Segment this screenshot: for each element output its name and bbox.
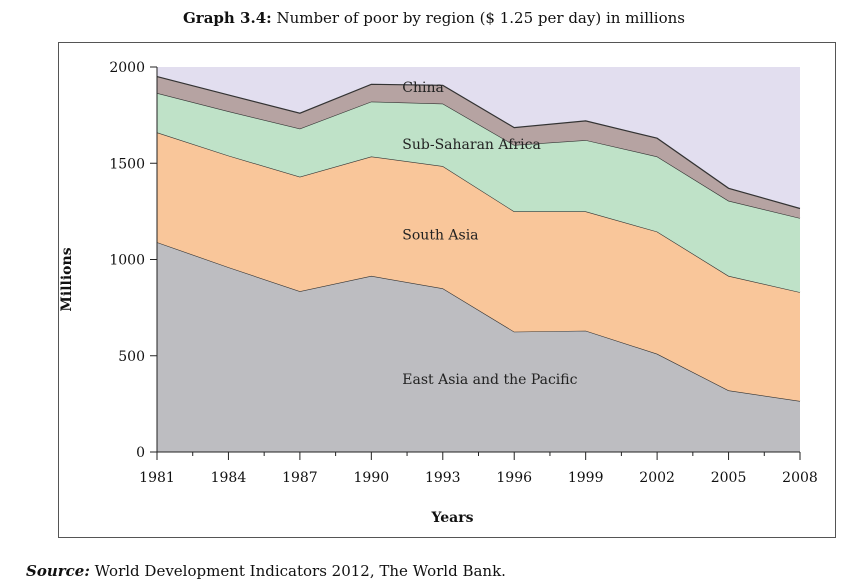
area-china — [157, 76, 800, 219]
source-text: World Development Indicators 2012, The W… — [89, 562, 506, 580]
source-label: Source: — [26, 562, 90, 580]
x-tick-label: 1990 — [354, 470, 390, 486]
area-sub-saharan-africa — [157, 93, 800, 293]
x-tick-label: 2008 — [782, 470, 818, 486]
label-sub-saharan-africa: Sub-Saharan Africa — [402, 137, 541, 153]
y-tick-label: 2000 — [109, 60, 145, 76]
chart-frame — [58, 42, 836, 538]
x-tick-label: 1987 — [282, 470, 318, 486]
x-tick-label: 2002 — [639, 470, 675, 486]
line-china — [156, 76, 801, 210]
y-axis-title: Millions — [59, 247, 75, 311]
area-south-asia — [157, 132, 800, 401]
source-note: Source: World Development Indicators 201… — [26, 562, 506, 580]
area-east-asia-and-the-pacific — [157, 242, 800, 452]
label-china: China — [402, 80, 444, 96]
chart-title-label: Graph 3.4: — [182, 9, 272, 27]
x-tick-label: 1993 — [425, 470, 461, 486]
y-tick-label: 500 — [118, 349, 145, 365]
label-east-asia-and-the-pacific: East Asia and the Pacific — [402, 372, 577, 388]
x-tick-label: 2005 — [711, 470, 747, 486]
chart-title: Graph 3.4: Number of poor by region ($ 1… — [0, 9, 868, 27]
x-tick-label: 1981 — [139, 470, 175, 486]
y-tick-label: 0 — [136, 445, 145, 461]
chart-title-text: Number of poor by region ($ 1.25 per day… — [271, 9, 685, 27]
x-axis-title: Years — [430, 510, 473, 526]
y-tick-label: 1500 — [109, 156, 145, 172]
y-tick-label: 1000 — [109, 253, 145, 269]
label-south-asia: South Asia — [402, 227, 478, 243]
x-tick-label: 1984 — [211, 470, 247, 486]
x-tick-label: 1996 — [496, 470, 532, 486]
x-tick-label: 1999 — [568, 470, 604, 486]
